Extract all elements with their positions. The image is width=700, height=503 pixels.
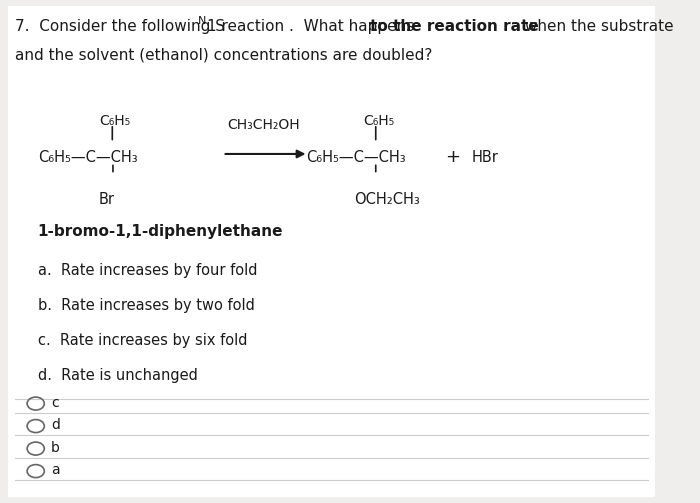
Text: c: c bbox=[51, 395, 59, 409]
Text: +: + bbox=[445, 148, 460, 166]
Text: b: b bbox=[51, 441, 60, 455]
Text: CH₃CH₂OH: CH₃CH₂OH bbox=[228, 118, 300, 132]
Text: Br: Br bbox=[99, 193, 115, 207]
Text: 7.  Consider the following S: 7. Consider the following S bbox=[15, 19, 225, 34]
Text: HBr: HBr bbox=[472, 150, 498, 165]
Text: C₆H₅—C—CH₃: C₆H₅—C—CH₃ bbox=[38, 150, 137, 165]
Text: c.  Rate increases by six fold: c. Rate increases by six fold bbox=[38, 332, 247, 348]
Text: C₆H₅: C₆H₅ bbox=[363, 114, 394, 128]
Text: when the substrate: when the substrate bbox=[519, 19, 673, 34]
Text: d.  Rate is unchanged: d. Rate is unchanged bbox=[38, 368, 197, 383]
Text: and the solvent (ethanol) concentrations are doubled?: and the solvent (ethanol) concentrations… bbox=[15, 48, 432, 63]
Text: C₆H₅—C—CH₃: C₆H₅—C—CH₃ bbox=[307, 150, 406, 165]
Text: to the reaction rate: to the reaction rate bbox=[370, 19, 538, 34]
Text: 1-bromo-1,1-diphenylethane: 1-bromo-1,1-diphenylethane bbox=[38, 224, 284, 239]
Text: 1 reaction .  What happens: 1 reaction . What happens bbox=[207, 19, 419, 34]
Text: C₆H₅: C₆H₅ bbox=[99, 114, 130, 128]
FancyBboxPatch shape bbox=[8, 7, 655, 496]
Text: a.  Rate increases by four fold: a. Rate increases by four fold bbox=[38, 263, 257, 278]
Text: d: d bbox=[51, 418, 60, 432]
Text: N: N bbox=[198, 17, 206, 26]
Text: a: a bbox=[51, 463, 60, 477]
Text: OCH₂CH₃: OCH₂CH₃ bbox=[355, 193, 421, 207]
Text: b.  Rate increases by two fold: b. Rate increases by two fold bbox=[38, 297, 255, 312]
